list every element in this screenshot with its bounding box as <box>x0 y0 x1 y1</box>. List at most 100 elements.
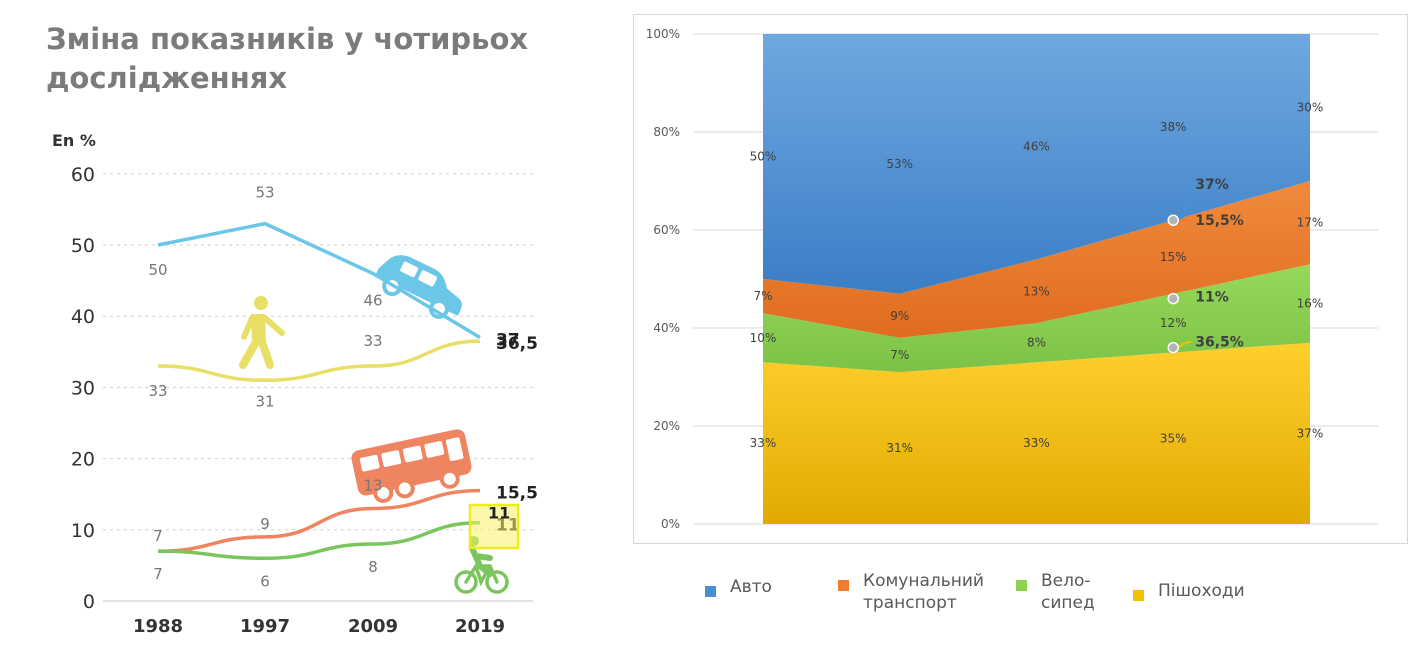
legend-label-transit: Комунальний транспорт <box>863 570 984 614</box>
area-data-label: 17% <box>1297 216 1324 230</box>
legend-label-walk: Пішоходи <box>1158 580 1245 602</box>
car-window <box>418 270 438 287</box>
data-label-walk: 31 <box>255 392 274 410</box>
area-data-label: 38% <box>1160 120 1187 134</box>
pedestrian-leg <box>239 338 260 369</box>
data-label-bike-highlight: 11 <box>488 504 510 523</box>
legend-label-line: транспорт <box>863 593 957 613</box>
x-tick-label: 2019 <box>455 616 505 637</box>
chart-legend: Авто Комунальний транспорт Вело-сипед Піш… <box>700 570 1400 630</box>
y-tick-label: 20% <box>653 419 680 433</box>
area-data-label: 16% <box>1297 297 1324 311</box>
legend-label-line: Авто <box>730 577 772 597</box>
data-label-car: 53 <box>255 184 274 202</box>
area-data-label: 9% <box>890 309 909 323</box>
bus-window <box>402 445 423 463</box>
pedestrian-arm <box>262 315 285 336</box>
area-data-label: 12% <box>1160 316 1187 330</box>
area-data-label: 33% <box>750 436 777 450</box>
bus-wheel <box>394 478 415 499</box>
data-label-bus: 9 <box>260 515 270 533</box>
data-label-bike: 8 <box>368 558 378 576</box>
pedestrian-head <box>254 296 268 310</box>
y-tick-label: 30 <box>71 377 95 399</box>
legend-item-walk: Пішоходи <box>1133 580 1245 602</box>
area-auto <box>763 34 1310 294</box>
legend-label-line: Пішоходи <box>1158 581 1245 601</box>
data-label-walk: 33 <box>148 382 167 400</box>
legend-label-line: Комунальний <box>863 571 984 591</box>
legend-swatch-auto <box>705 586 716 597</box>
legend-label-line: Вело- <box>1041 571 1091 591</box>
stacked-area-chart: 0% 20% 40% 60% 80% 100% 33% 31% 33% 35% 37% 10% 7% 8%… <box>646 27 1378 531</box>
legend-label-bike: Вело-сипед <box>1041 570 1095 614</box>
area-data-label: 37% <box>1297 426 1324 440</box>
series-line-bike <box>157 520 481 561</box>
annotation-marker <box>1167 214 1179 226</box>
data-label-bus: 15,5 <box>496 484 538 504</box>
y-tick-label: 50 <box>71 235 95 257</box>
cyclist-body <box>469 545 493 577</box>
area-data-label: 30% <box>1297 101 1324 115</box>
area-data-label: 7% <box>890 348 909 362</box>
annotation-label: 36,5% <box>1195 335 1244 351</box>
car-wheel <box>428 298 449 319</box>
bus-windshield <box>445 437 464 462</box>
legend-item-auto: Авто <box>705 576 772 598</box>
y-tick-label: 40 <box>71 306 95 328</box>
y-tick-label: 0 <box>83 591 95 613</box>
bus-icon <box>351 429 472 503</box>
legend-swatch-bike <box>1016 580 1027 591</box>
series-line-bus <box>157 488 481 553</box>
x-tick-label: 1997 <box>240 616 290 637</box>
data-label-bike: 7 <box>153 565 163 583</box>
area-data-label: 46% <box>1023 140 1050 154</box>
bus-wheel <box>439 468 460 489</box>
legend-item-bike: Вело-сипед <box>1016 570 1095 614</box>
data-label-walk: 36,5 <box>496 334 538 354</box>
data-label-bus: 7 <box>153 527 163 545</box>
legend-label-auto: Авто <box>730 576 772 598</box>
y-tick-label: 10 <box>71 520 95 542</box>
legend-item-transit: Комунальний транспорт <box>838 570 984 614</box>
area-data-label: 50% <box>750 150 777 164</box>
legend-swatch-walk <box>1133 590 1144 601</box>
pedestrian-leg <box>258 338 274 369</box>
annotation-marker <box>1167 292 1179 305</box>
annotation-label: 15,5% <box>1195 213 1244 229</box>
area-data-label: 53% <box>886 157 913 171</box>
pedestrian-torso <box>251 314 266 342</box>
area-data-label: 7% <box>753 289 772 303</box>
data-label-car: 37 <box>496 331 520 351</box>
bus-window <box>381 450 402 467</box>
series-line-walk <box>157 339 481 383</box>
series-line-car <box>157 221 481 340</box>
area-data-label: 33% <box>1023 436 1050 450</box>
area-data-label: 15% <box>1160 250 1187 264</box>
page-title: Зміна показників у чотирьох дослідженнях <box>46 22 529 95</box>
y-tick-label: 0% <box>661 517 680 531</box>
bus-window <box>424 441 445 458</box>
x-tick-label: 2009 <box>348 616 398 637</box>
highlight-box <box>470 505 518 548</box>
highlight-box-border <box>468 503 520 550</box>
data-label-car: 50 <box>148 261 167 279</box>
pedestrian-icon <box>239 296 285 369</box>
area-data-label: 10% <box>750 331 777 345</box>
area-walk <box>763 342 1310 524</box>
area-data-label: 31% <box>886 441 913 455</box>
bus-window <box>359 454 380 472</box>
y-tick-label: 60 <box>71 164 95 186</box>
line-chart: En % 0 10 20 30 40 50 60 1988 1997 2009 2019 50 53 46 3… <box>52 131 538 637</box>
car-icon <box>375 255 462 319</box>
bicycle-wheel <box>454 570 478 594</box>
car-window <box>400 261 419 278</box>
y-tick-label: 60% <box>653 223 680 237</box>
y-tick-label: 80% <box>653 125 680 139</box>
annotation-marker <box>1167 341 1179 354</box>
data-label-bike: 6 <box>260 572 270 590</box>
data-label-walk: 33 <box>363 332 382 350</box>
area-data-label: 8% <box>1027 336 1046 350</box>
bicycle-wheel <box>485 570 509 594</box>
legend-swatch-transit <box>838 580 849 591</box>
